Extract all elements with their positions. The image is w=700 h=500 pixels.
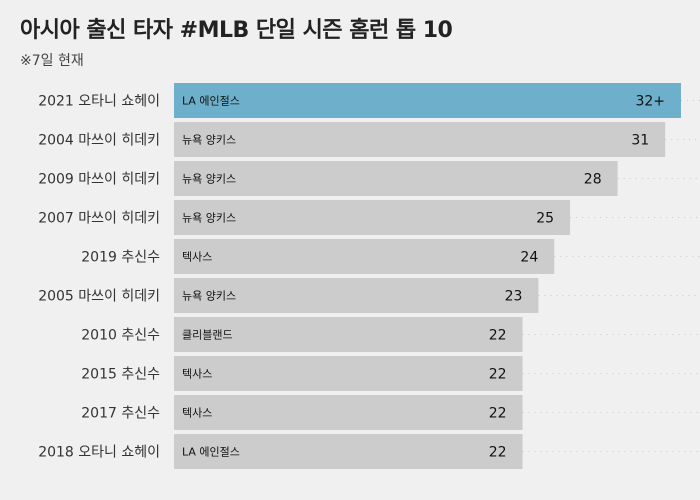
team-label: 뉴욕 양키스: [182, 173, 236, 186]
bar: [174, 278, 539, 313]
bar: [174, 83, 681, 118]
value-label: 22: [489, 445, 507, 461]
value-label: 32+: [635, 94, 665, 110]
category-label: 2015 추신수: [81, 367, 160, 383]
chart-subtitle: ※7일 현재: [20, 53, 84, 69]
category-label: 2021 오타니 쇼헤이: [38, 94, 160, 110]
team-label: LA 에인절스: [182, 95, 240, 108]
value-label: 24: [520, 250, 538, 266]
category-label: 2007 마쓰이 히데키: [38, 211, 160, 227]
bar: [174, 434, 523, 469]
value-label: 28: [584, 172, 602, 188]
team-label: 텍사스: [182, 407, 212, 420]
value-label: 22: [489, 367, 507, 383]
category-label: 2010 추신수: [81, 328, 160, 344]
value-label: 23: [505, 289, 523, 305]
bar: [174, 239, 555, 274]
bar: [174, 356, 523, 391]
bar: [174, 161, 618, 196]
team-label: LA 에인절스: [182, 446, 240, 459]
team-label: 클리블랜드: [182, 329, 233, 342]
bar: [174, 122, 666, 157]
team-label: 텍사스: [182, 251, 212, 264]
team-label: 뉴욕 양키스: [182, 212, 236, 225]
value-label: 31: [631, 133, 649, 149]
category-label: 2019 추신수: [81, 250, 160, 266]
value-label: 22: [489, 406, 507, 422]
chart-title: 아시아 출신 타자 #MLB 단일 시즌 홈런 톱 10: [20, 18, 453, 43]
team-label: 뉴욕 양키스: [182, 134, 236, 147]
category-label: 2018 오타니 쇼헤이: [38, 445, 160, 461]
category-label: 2009 마쓰이 히데키: [38, 172, 160, 188]
category-label: 2017 추신수: [81, 406, 160, 422]
category-label: 2004 마쓰이 히데키: [38, 133, 160, 149]
bar: [174, 317, 523, 352]
category-label: 2005 마쓰이 히데키: [38, 289, 160, 305]
bar: [174, 200, 571, 235]
bar: [174, 395, 523, 430]
value-label: 25: [536, 211, 554, 227]
team-label: 텍사스: [182, 368, 212, 381]
value-label: 22: [489, 328, 507, 344]
team-label: 뉴욕 양키스: [182, 290, 236, 303]
